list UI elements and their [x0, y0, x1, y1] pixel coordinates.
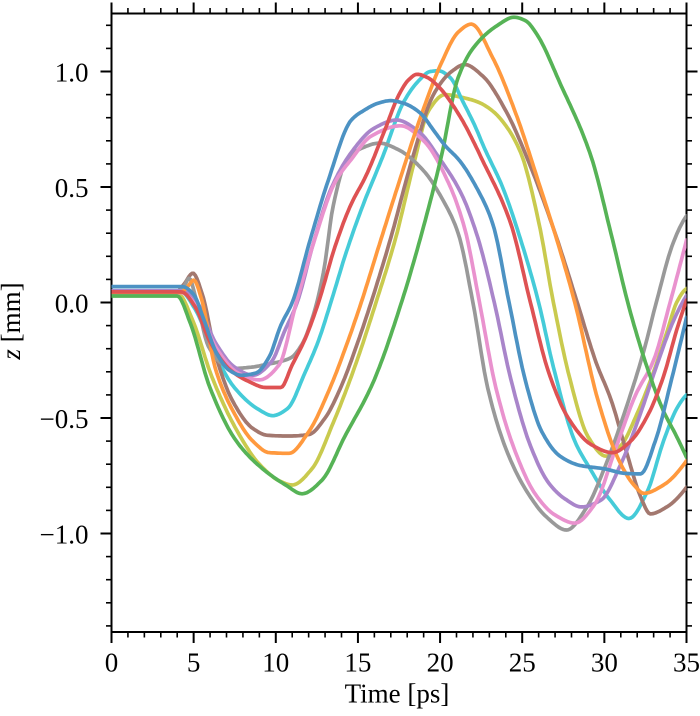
svg-text:−1.0: −1.0 — [40, 520, 89, 550]
svg-text:0: 0 — [105, 648, 119, 678]
svg-text:15: 15 — [344, 648, 371, 678]
svg-text:20: 20 — [427, 648, 454, 678]
svg-text:30: 30 — [591, 648, 618, 678]
svg-text:−0.5: −0.5 — [40, 404, 89, 434]
svg-text:5: 5 — [187, 648, 201, 678]
svg-text:35: 35 — [673, 648, 700, 678]
svg-text:0.0: 0.0 — [55, 289, 89, 319]
svg-text:Time [ps]: Time [ps] — [345, 679, 450, 709]
svg-text:25: 25 — [509, 648, 536, 678]
svg-text:10: 10 — [262, 648, 289, 678]
svg-text:0.5: 0.5 — [55, 173, 89, 203]
svg-text:z [mm]: z [mm] — [0, 282, 26, 360]
svg-text:1.0: 1.0 — [55, 58, 89, 88]
